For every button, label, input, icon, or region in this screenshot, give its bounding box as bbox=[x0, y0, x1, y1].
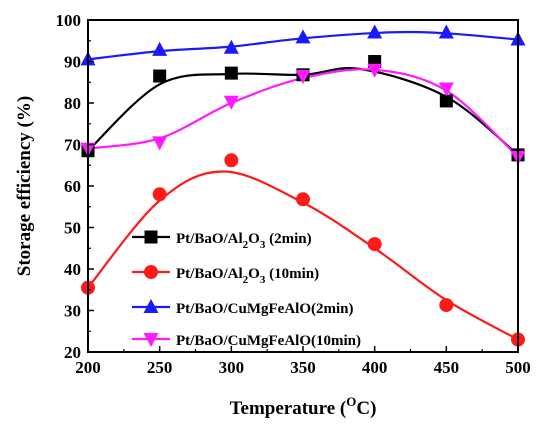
y-tick-label: 100 bbox=[56, 11, 82, 30]
series-2-point bbox=[296, 192, 310, 207]
y-tick-label: 80 bbox=[64, 94, 81, 113]
series-2-point bbox=[439, 298, 454, 313]
series-2-point bbox=[367, 237, 382, 252]
x-tick-label: 300 bbox=[219, 358, 245, 377]
legend-entry: Pt/BaO/CuMgFeAlO(2min) bbox=[132, 299, 353, 317]
legend-label: Pt/BaO/CuMgFeAlO(10min) bbox=[176, 333, 361, 349]
y-axis-title: Storage efficiency (%) bbox=[14, 96, 35, 276]
x-tick-label: 450 bbox=[434, 358, 460, 377]
legend-marker bbox=[143, 333, 159, 347]
legend-marker bbox=[143, 299, 159, 313]
x-tick-label: 500 bbox=[505, 358, 531, 377]
y-tick-label: 30 bbox=[64, 302, 81, 321]
x-tick-label: 250 bbox=[147, 358, 173, 377]
series-3-point bbox=[223, 39, 239, 54]
legend-entry: Pt/BaO/CuMgFeAlO(10min) bbox=[132, 333, 361, 349]
x-axis-title: Temperature (OC) bbox=[230, 394, 377, 419]
y-tick-label: 50 bbox=[64, 219, 81, 238]
legend-entry: Pt/BaO/Al2O3 (2min) bbox=[132, 230, 312, 251]
series-4-point bbox=[295, 70, 311, 85]
legend-marker bbox=[144, 230, 158, 244]
x-tick-label: 400 bbox=[362, 358, 388, 377]
legend: Pt/BaO/Al2O3 (2min) Pt/BaO/Al2O3 (10min) P… bbox=[132, 230, 361, 349]
series-2-point bbox=[152, 187, 167, 202]
y-tick-label: 70 bbox=[64, 136, 81, 155]
series-2-point bbox=[224, 153, 239, 168]
y-tick-label: 90 bbox=[64, 53, 81, 72]
y-axis: 20 30 40 50 60 70 80 90 100 bbox=[56, 11, 94, 362]
series-3-point bbox=[295, 29, 311, 44]
x-tick-label: 350 bbox=[290, 358, 316, 377]
x-axis: 200 250 300 350 400 450 500 bbox=[75, 346, 531, 377]
series-4-point bbox=[152, 136, 168, 151]
legend-entry: Pt/BaO/Al2O3 (10min) bbox=[132, 265, 319, 286]
legend-label: Pt/BaO/CuMgFeAlO(2min) bbox=[176, 301, 353, 317]
series-1-point bbox=[224, 66, 238, 80]
y-tick-label: 20 bbox=[64, 343, 81, 362]
x-tick-label: 200 bbox=[75, 358, 101, 377]
legend-label: Pt/BaO/Al2O3 (2min) bbox=[176, 231, 312, 251]
series-4-point bbox=[438, 82, 454, 97]
series-1-point bbox=[439, 94, 453, 108]
legend-marker bbox=[144, 265, 158, 279]
y-tick-label: 40 bbox=[64, 260, 81, 279]
series-4-point bbox=[223, 95, 239, 110]
series-3-point bbox=[152, 41, 168, 56]
y-tick-label: 60 bbox=[64, 177, 81, 196]
series-3-point bbox=[367, 24, 383, 39]
series-markers bbox=[80, 24, 526, 347]
series-3-point bbox=[438, 24, 454, 39]
legend-label: Pt/BaO/Al2O3 (10min) bbox=[176, 266, 319, 286]
series-4-point bbox=[367, 63, 383, 78]
series-1-point bbox=[153, 69, 167, 83]
